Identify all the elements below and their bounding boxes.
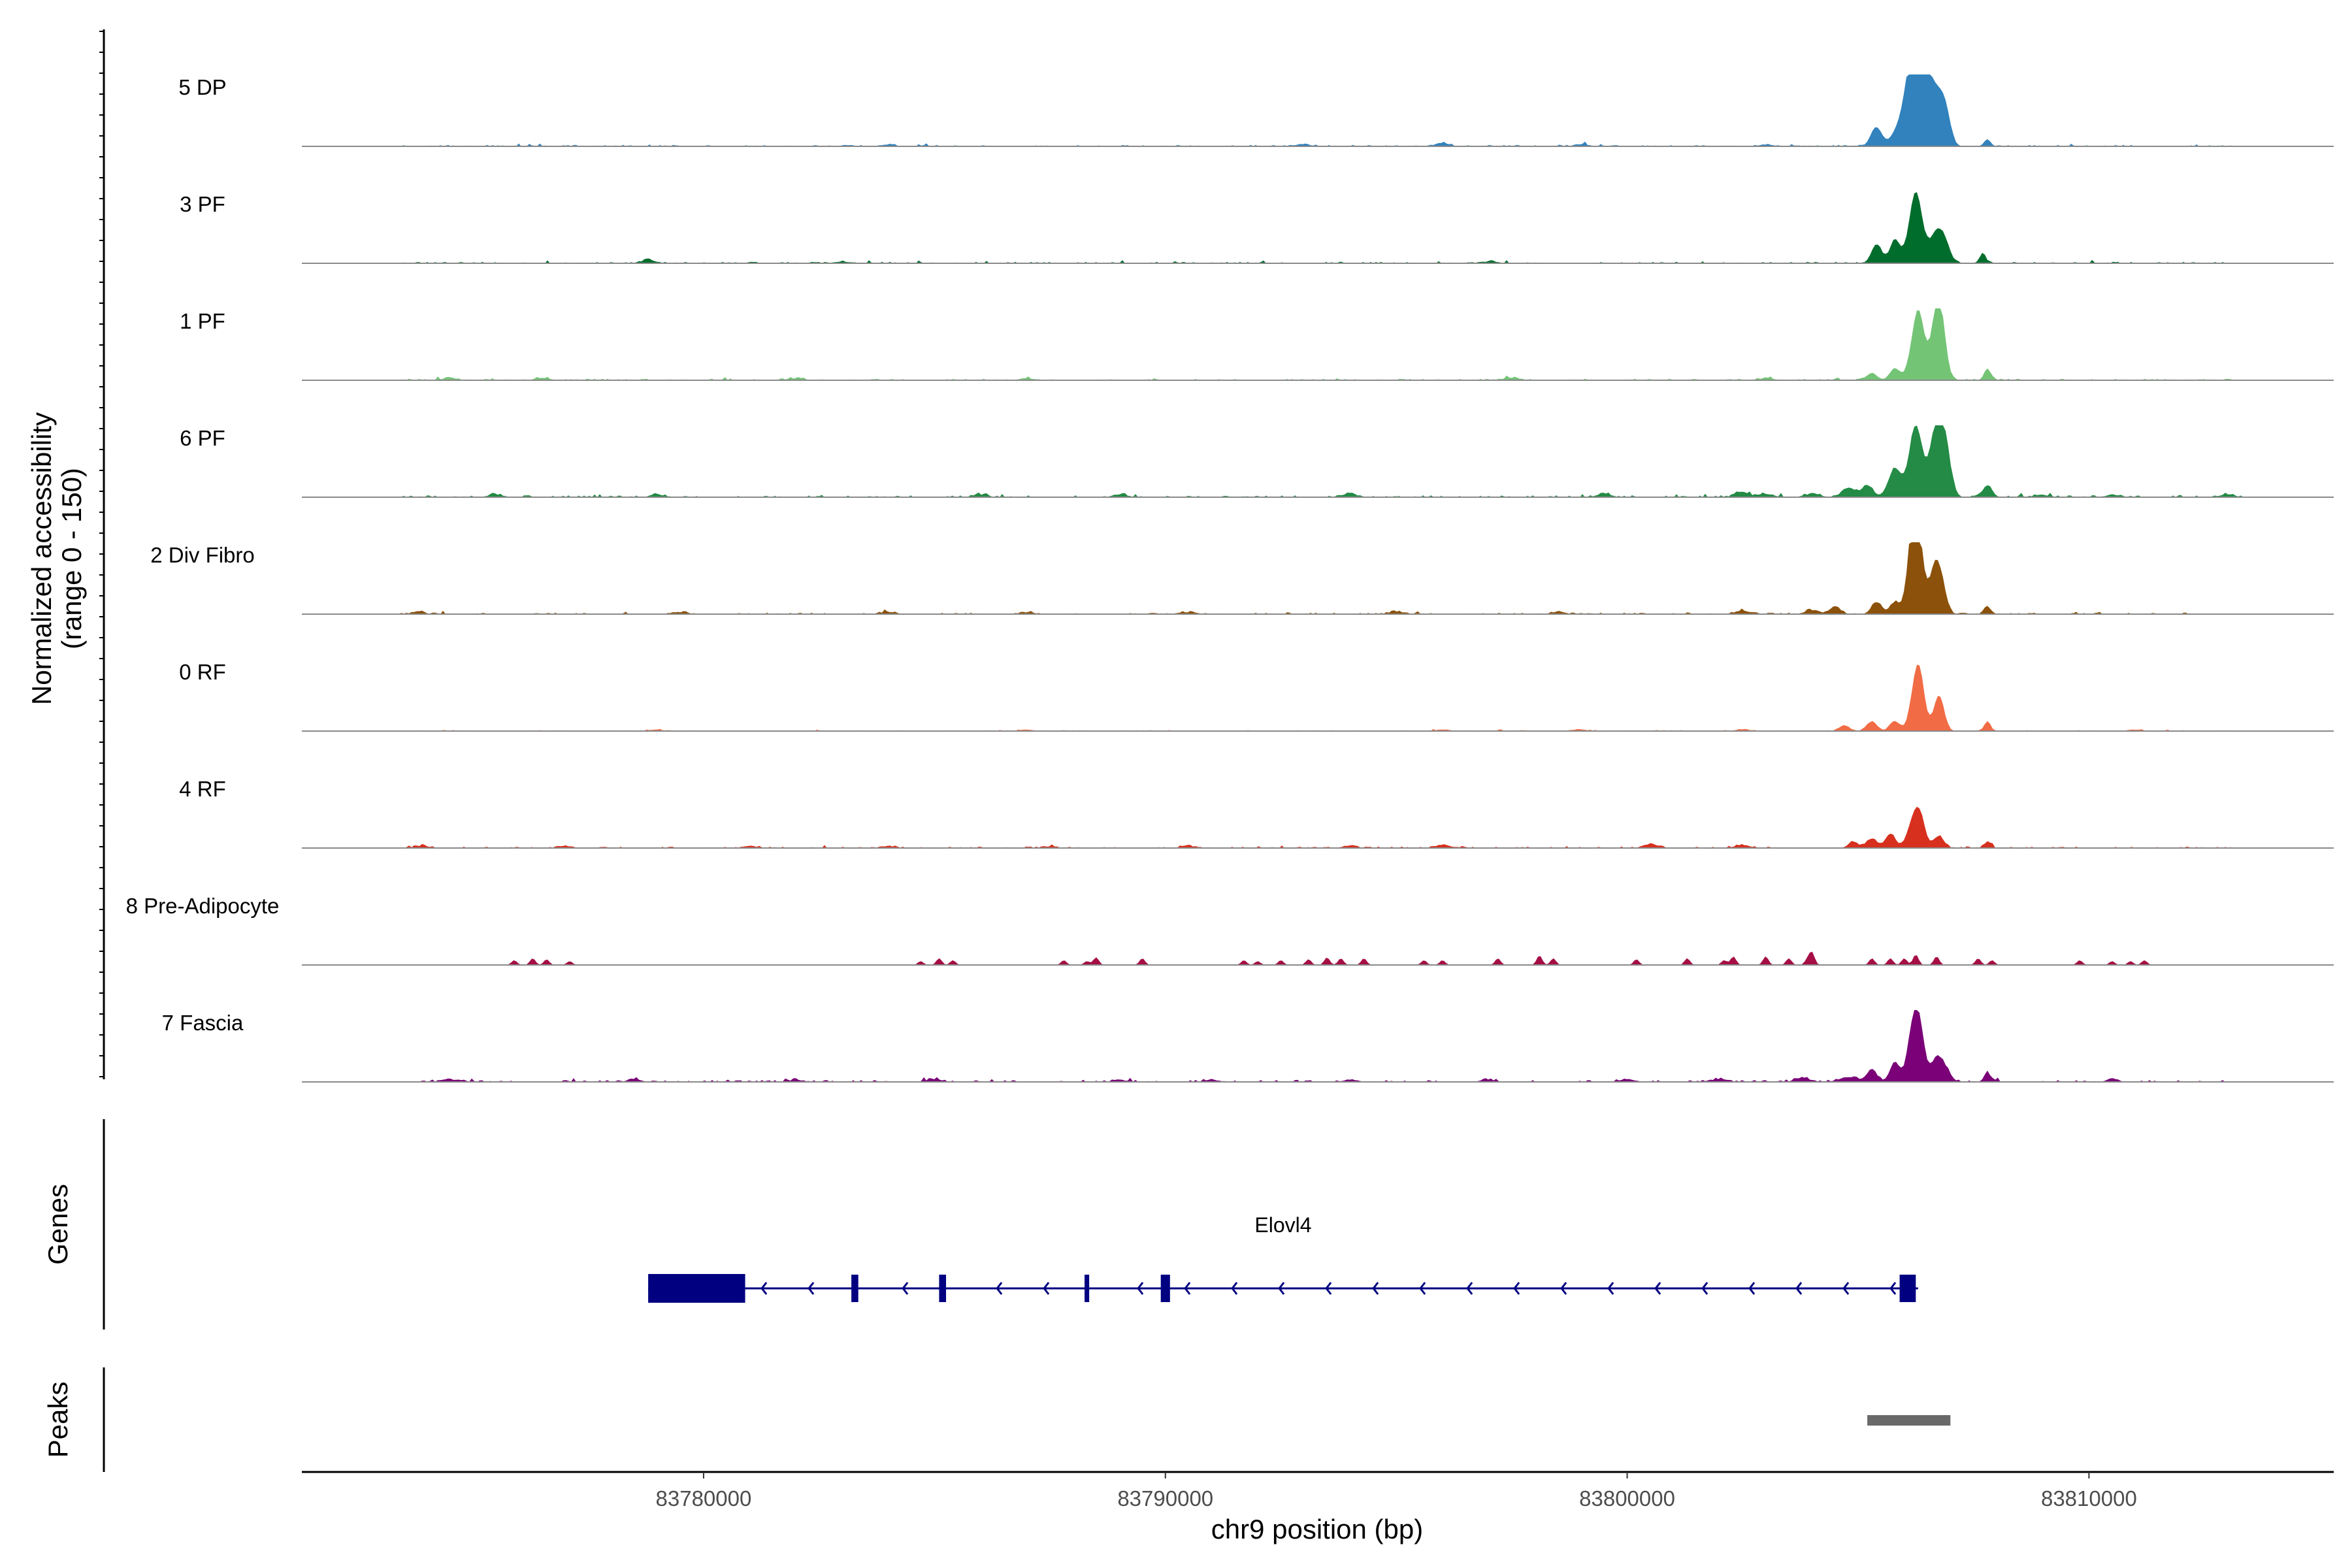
strand-arrow <box>902 1282 909 1295</box>
signal-area-7-fascia <box>302 1010 2334 1082</box>
strand-arrow <box>1560 1282 1567 1295</box>
x-tick-label: 83790000 <box>1117 1486 1213 1511</box>
track-5-dp: 5 DP <box>178 74 2334 147</box>
y-axis-title-line2: (range 0 - 150) <box>56 468 87 649</box>
strand-arrow <box>1513 1282 1520 1295</box>
genes-track: Elovl4 <box>648 1213 1918 1303</box>
strand-arrow <box>1184 1282 1191 1295</box>
x-tick-label: 83800000 <box>1579 1486 1675 1511</box>
track-label-8-pre-adipocyte: 8 Pre-Adipocyte <box>126 894 280 918</box>
strand-arrow <box>996 1282 1003 1295</box>
strand-arrow <box>1231 1282 1238 1295</box>
strand-arrow <box>1654 1282 1661 1295</box>
track-3-pf: 3 PF <box>180 192 2334 264</box>
signal-area-1-pf <box>302 308 2334 380</box>
track-label-0-rf: 0 RF <box>179 660 226 684</box>
strand-arrow <box>1466 1282 1473 1295</box>
gene-exon <box>1899 1275 1916 1302</box>
gene-exon <box>648 1274 745 1303</box>
gene-exon <box>939 1275 947 1302</box>
strand-arrow <box>1889 1282 1897 1295</box>
signal-area-3-pf <box>302 192 2334 263</box>
gene-exon <box>1085 1275 1090 1302</box>
track-6-pf: 6 PF <box>180 425 2334 498</box>
track-label-6-pf: 6 PF <box>180 426 225 450</box>
strand-arrow <box>1419 1282 1426 1295</box>
strand-arrow <box>1043 1282 1050 1295</box>
signal-area-2-div-fibro <box>302 542 2334 614</box>
gene-label-elovl4: Elovl4 <box>1254 1213 1311 1237</box>
x-axis-ticks: 83780000 83790000 83800000 83810000 <box>656 1472 2137 1511</box>
signal-area-5-dp <box>302 74 2334 146</box>
track-4-rf: 4 RF <box>179 777 2334 849</box>
track-2-div-fibro: 2 Div Fibro <box>150 542 2334 615</box>
signal-area-4-rf <box>302 806 2334 848</box>
x-tick-label: 83810000 <box>2041 1486 2137 1511</box>
gene-elovl4: Elovl4 <box>648 1213 1918 1303</box>
strand-arrow <box>760 1282 768 1295</box>
coverage-y-ticks <box>99 31 104 1077</box>
coverage-tracks: 5 DP 3 PF 1 PF 6 PF 2 Div Fibro 0 RF 4 RF 8 Pre… <box>126 74 2334 1083</box>
strand-arrow <box>1842 1282 1850 1295</box>
x-axis-title: chr9 position (bp) <box>1211 1514 1424 1544</box>
track-label-5-dp: 5 DP <box>178 75 226 99</box>
gene-exon <box>851 1275 858 1302</box>
gene-exon <box>1160 1275 1170 1302</box>
track-label-2-div-fibro: 2 Div Fibro <box>150 543 255 567</box>
strand-arrow <box>808 1282 815 1295</box>
strand-arrow <box>1372 1282 1379 1295</box>
peaks-panel-title: Peaks <box>42 1382 73 1458</box>
strand-arrow <box>1278 1282 1285 1295</box>
strand-arrow <box>1325 1282 1332 1295</box>
peaks-track <box>1867 1415 1951 1426</box>
strand-arrow <box>1607 1282 1614 1295</box>
strand-arrow <box>1748 1282 1756 1295</box>
track-8-pre-adipocyte: 8 Pre-Adipocyte <box>126 894 2334 966</box>
track-label-1-pf: 1 PF <box>180 309 225 333</box>
track-label-4-rf: 4 RF <box>179 777 226 801</box>
strand-arrow <box>1701 1282 1708 1295</box>
genes-panel-title: Genes <box>42 1184 73 1265</box>
track-7-fascia: 7 Fascia <box>162 1010 2334 1083</box>
strand-arrow <box>1795 1282 1803 1295</box>
signal-area-8-pre-adipocyte <box>302 951 2334 965</box>
track-0-rf: 0 RF <box>179 660 2334 732</box>
track-1-pf: 1 PF <box>180 308 2334 381</box>
x-tick-label: 83780000 <box>656 1486 752 1511</box>
strand-arrow <box>1137 1282 1144 1295</box>
signal-area-6-pf <box>302 425 2334 497</box>
y-axis-title-line1: Normalized accessibility <box>26 412 57 705</box>
track-label-7-fascia: 7 Fascia <box>162 1011 244 1035</box>
peak-region <box>1867 1415 1951 1426</box>
signal-area-0-rf <box>302 664 2334 731</box>
track-label-3-pf: 3 PF <box>180 192 225 216</box>
